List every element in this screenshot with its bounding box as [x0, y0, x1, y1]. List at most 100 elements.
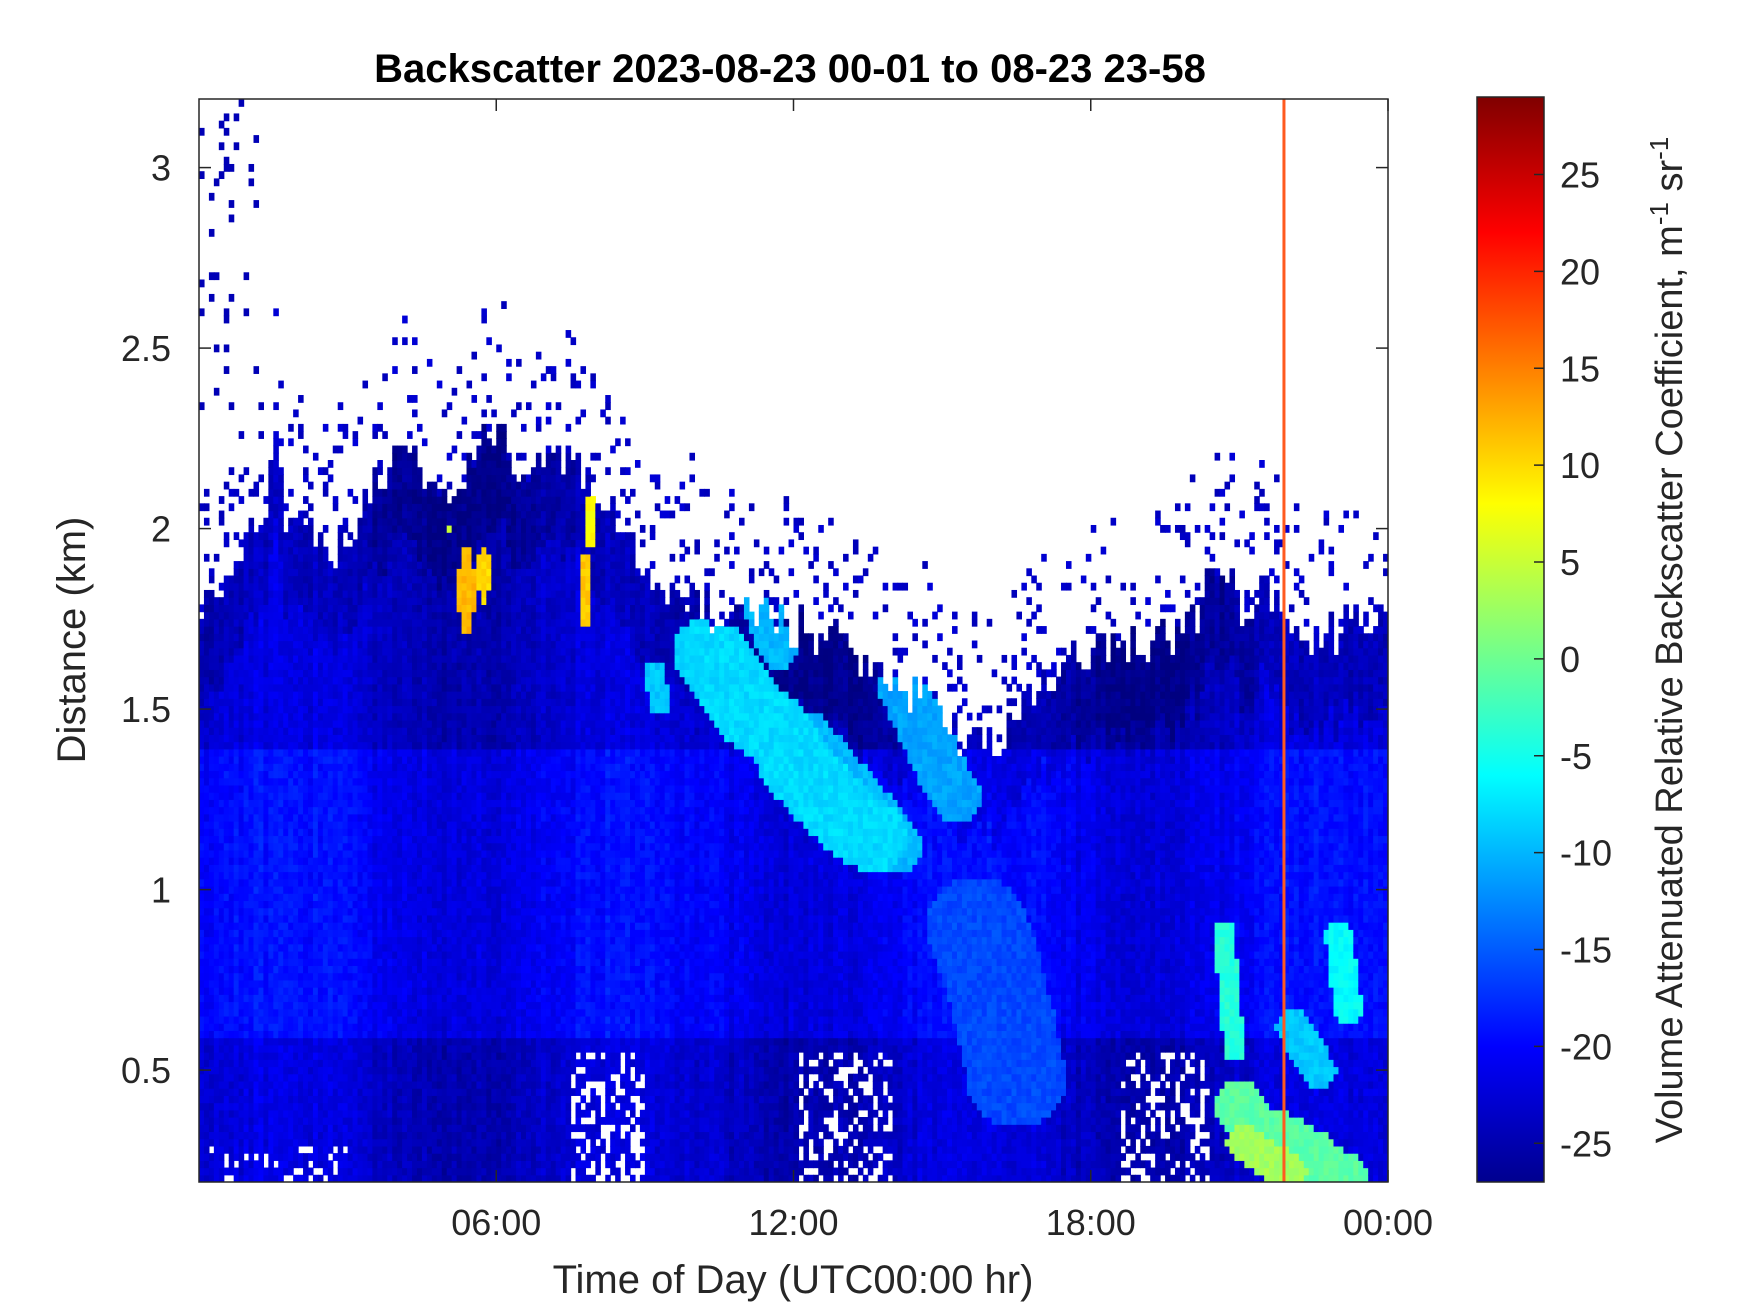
- heatmap-cell: [313, 655, 319, 663]
- heatmap-cell: [328, 893, 334, 901]
- heatmap-cell: [313, 843, 319, 851]
- heatmap-cell: [254, 994, 260, 1002]
- heatmap-cell: [268, 915, 274, 923]
- heatmap-cell: [303, 597, 309, 605]
- heatmap-cell: [229, 713, 235, 721]
- heatmap-cell: [293, 1059, 299, 1067]
- heatmap-cell: [283, 821, 289, 829]
- heatmap-cell: [258, 525, 264, 533]
- heatmap-cell: [244, 669, 250, 677]
- heatmap-cell: [219, 612, 225, 620]
- heatmap-cell: [288, 684, 294, 692]
- heatmap-cell: [229, 1023, 235, 1031]
- heatmap-cell: [209, 807, 215, 815]
- heatmap-cell: [303, 944, 309, 952]
- heatmap-cell: [229, 1103, 235, 1111]
- heatmap-cell: [323, 937, 329, 945]
- heatmap-cell: [318, 1124, 324, 1132]
- heatmap-cell: [313, 648, 319, 656]
- heatmap-cell: [293, 785, 299, 793]
- heatmap-cell: [323, 1168, 329, 1176]
- heatmap-cell: [288, 799, 294, 807]
- heatmap-cell: [254, 951, 260, 959]
- heatmap-cell: [313, 828, 319, 836]
- heatmap-cell: [328, 641, 334, 649]
- heatmap-cell: [298, 431, 304, 439]
- heatmap-cell: [268, 886, 274, 894]
- heatmap-cell: [278, 1052, 284, 1060]
- heatmap-cell: [219, 1074, 225, 1082]
- heatmap-cell: [278, 792, 284, 800]
- heatmap-cell: [239, 770, 245, 778]
- heatmap-cell: [229, 655, 235, 663]
- heatmap-cell: [239, 626, 245, 634]
- heatmap-cell: [268, 1016, 274, 1024]
- heatmap-cell: [258, 1045, 264, 1053]
- heatmap-cell: [258, 799, 264, 807]
- heatmap-cell: [234, 835, 240, 843]
- heatmap-cell: [249, 677, 255, 685]
- heatmap-cell: [268, 1095, 274, 1103]
- heatmap-cell: [313, 453, 319, 461]
- heatmap-cell: [268, 734, 274, 742]
- heatmap-cell: [258, 778, 264, 786]
- heatmap-cell: [273, 770, 279, 778]
- heatmap-cell: [214, 1110, 220, 1118]
- heatmap-cell: [333, 807, 339, 815]
- heatmap-cell: [278, 518, 284, 526]
- heatmap-cell: [313, 677, 319, 685]
- heatmap-cell: [263, 576, 269, 584]
- heatmap-cell: [278, 1009, 284, 1017]
- heatmap-cell: [288, 843, 294, 851]
- heatmap-cell: [224, 113, 230, 121]
- heatmap-cell: [328, 749, 334, 757]
- heatmap-cell: [338, 778, 344, 786]
- heatmap-cell: [219, 814, 225, 822]
- heatmap-cell: [303, 554, 309, 562]
- heatmap-cell: [234, 778, 240, 786]
- heatmap-cell: [268, 691, 274, 699]
- heatmap-cell: [303, 1045, 309, 1053]
- heatmap-cell: [328, 908, 334, 916]
- heatmap-cell: [288, 720, 294, 728]
- heatmap-cell: [323, 705, 329, 713]
- heatmap-cell: [214, 1002, 220, 1010]
- heatmap-cell: [283, 965, 289, 973]
- heatmap-cell: [199, 893, 205, 901]
- heatmap-cell: [338, 1016, 344, 1024]
- heatmap-cell: [249, 973, 255, 981]
- heatmap-cell: [224, 1139, 230, 1147]
- heatmap-cell: [263, 987, 269, 995]
- heatmap-cell: [318, 900, 324, 908]
- heatmap-cell: [338, 965, 344, 973]
- heatmap-cell: [234, 662, 240, 670]
- heatmap-cell: [209, 828, 215, 836]
- heatmap-cell: [229, 294, 235, 302]
- heatmap-cell: [199, 1139, 205, 1147]
- heatmap-cell: [199, 633, 205, 641]
- heatmap-cell: [333, 1009, 339, 1017]
- heatmap-cell: [234, 720, 240, 728]
- heatmap-cell: [214, 792, 220, 800]
- heatmap-cell: [268, 720, 274, 728]
- heatmap-cell: [229, 828, 235, 836]
- heatmap-cell: [244, 1131, 250, 1139]
- heatmap-cell: [303, 1139, 309, 1147]
- heatmap-cell: [323, 554, 329, 562]
- heatmap-cell: [258, 1095, 264, 1103]
- heatmap-cell: [214, 1030, 220, 1038]
- heatmap-cell: [333, 1088, 339, 1096]
- heatmap-cell: [219, 770, 225, 778]
- heatmap-cell: [229, 807, 235, 815]
- heatmap-cell: [293, 828, 299, 836]
- heatmap-cell: [323, 879, 329, 887]
- heatmap-cell: [234, 1088, 240, 1096]
- heatmap-cell: [328, 900, 334, 908]
- heatmap-cell: [214, 893, 220, 901]
- heatmap-cell: [273, 662, 279, 670]
- heatmap-cell: [298, 958, 304, 966]
- heatmap-cell: [298, 937, 304, 945]
- heatmap-cell: [278, 734, 284, 742]
- heatmap-cell: [224, 1059, 230, 1067]
- heatmap-cell: [214, 742, 220, 750]
